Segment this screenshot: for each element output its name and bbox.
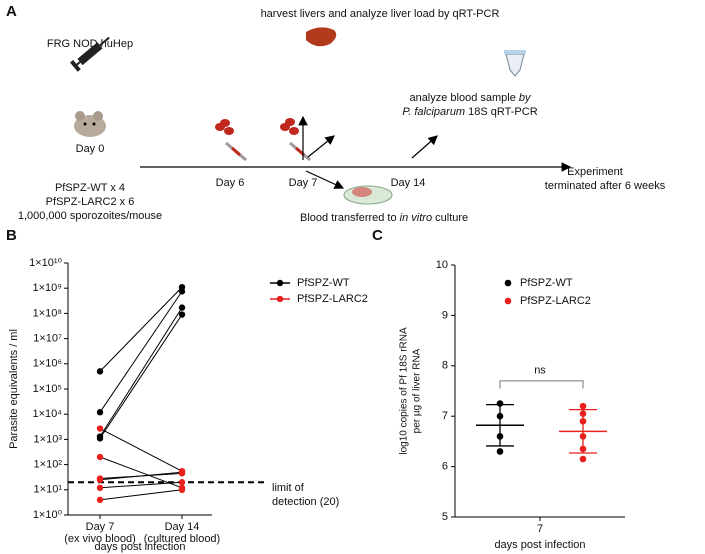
point bbox=[96, 409, 104, 416]
day-label: Day 6 bbox=[216, 177, 245, 189]
group-label: PfSPZ-WT x 4 bbox=[55, 182, 125, 194]
analysis-label: P. falciparum 18S qRT-PCR bbox=[402, 106, 537, 118]
point bbox=[96, 425, 104, 432]
x-axis-label: days post infection bbox=[94, 541, 185, 553]
y-tick-label: 1×10⁰ bbox=[33, 509, 63, 521]
model-label: FRG NOD huHep bbox=[47, 38, 133, 50]
pair-line bbox=[99, 489, 183, 501]
point bbox=[579, 445, 587, 453]
point bbox=[178, 479, 186, 486]
y-tick-label: 1×10⁷ bbox=[33, 333, 62, 345]
x-tick-label: Day 14 bbox=[165, 521, 200, 533]
pair-line bbox=[99, 428, 183, 472]
pair-line bbox=[99, 307, 183, 437]
legend-marker bbox=[504, 297, 512, 305]
day-label: Day 7 bbox=[289, 177, 318, 189]
y-tick-label: 1×10² bbox=[34, 459, 63, 471]
point bbox=[178, 288, 186, 295]
point bbox=[96, 484, 104, 492]
point bbox=[496, 400, 504, 407]
legend-marker bbox=[504, 279, 512, 287]
legend-label: PfSPZ-LARC2 bbox=[520, 295, 591, 307]
x-tick-label: Day 7 bbox=[86, 521, 115, 533]
y-tick-label: 1×10⁵ bbox=[33, 383, 62, 395]
y-tick-label: 8 bbox=[442, 360, 448, 372]
day-label: Day 0 bbox=[76, 143, 105, 155]
point bbox=[178, 486, 186, 493]
point bbox=[96, 476, 104, 483]
y-tick-label: 6 bbox=[442, 461, 448, 473]
arrow bbox=[411, 135, 438, 159]
point bbox=[579, 433, 587, 440]
y-tick-label: 1×10⁴ bbox=[32, 408, 62, 420]
blood-icon bbox=[215, 118, 311, 162]
point bbox=[579, 402, 587, 410]
y-tick-label: 1×10⁶ bbox=[33, 358, 62, 370]
bracket bbox=[499, 380, 584, 389]
y-axis-label: Parasite equivalents / ml bbox=[8, 329, 20, 449]
arrow bbox=[305, 170, 345, 189]
point bbox=[178, 311, 186, 318]
point bbox=[579, 455, 587, 463]
point bbox=[96, 496, 104, 504]
y-axis-label: per µg of liver RNA bbox=[412, 348, 423, 433]
x-tick-label: 7 bbox=[537, 523, 543, 535]
y-tick-label: 10 bbox=[436, 259, 448, 271]
analysis-label: analyze blood sample by bbox=[409, 92, 532, 104]
dish-icon bbox=[343, 185, 393, 205]
y-axis-label: log10 copies of Pf 18S rRNA bbox=[399, 327, 410, 455]
group-label: PfSPZ-LARC2 x 6 bbox=[46, 196, 135, 208]
y-tick-label: 1×10¹ bbox=[34, 484, 63, 496]
legend-marker bbox=[276, 279, 284, 287]
point bbox=[496, 412, 504, 420]
pair-line bbox=[99, 471, 183, 481]
limit-label: detection (20) bbox=[272, 496, 339, 508]
panel-label: C bbox=[372, 227, 383, 244]
group-label: 1,000,000 sporozoites/mouse bbox=[18, 210, 162, 222]
limit-label: limit of bbox=[272, 482, 305, 494]
y-tick-label: 1×10⁹ bbox=[33, 282, 63, 294]
y-tick-label: 7 bbox=[442, 410, 448, 422]
tube-icon bbox=[504, 50, 526, 77]
legend-label: PfSPZ-WT bbox=[520, 277, 573, 289]
x-tick-sublabel: (ex vivo blood) bbox=[64, 533, 136, 545]
legend-marker bbox=[276, 295, 284, 303]
caption: harvest livers and analyze liver load by… bbox=[261, 8, 500, 20]
panel-label: A bbox=[6, 3, 17, 20]
panel-label: B bbox=[6, 227, 17, 244]
legend-label: PfSPZ-WT bbox=[297, 277, 350, 289]
point bbox=[579, 417, 587, 425]
point bbox=[96, 368, 104, 375]
point bbox=[579, 410, 587, 417]
point bbox=[96, 435, 104, 442]
y-tick-label: 9 bbox=[442, 309, 448, 321]
pair-line bbox=[99, 286, 183, 372]
point bbox=[496, 433, 504, 440]
day-label: Day 14 bbox=[391, 177, 426, 189]
point bbox=[178, 304, 186, 311]
point bbox=[496, 448, 504, 455]
pair-line bbox=[99, 291, 183, 413]
annotation: ns bbox=[534, 365, 546, 377]
y-tick-label: 1×10³ bbox=[34, 433, 63, 445]
legend-label: PfSPZ-LARC2 bbox=[297, 293, 368, 305]
point bbox=[178, 468, 186, 476]
charts: B 1×10⁰ 1×10¹ 1×10² 1×10³ 1×10⁴ 1×10⁵ 1×10⁶ 1×10… bbox=[6, 227, 625, 553]
pair-line bbox=[99, 314, 183, 439]
arrow bbox=[307, 135, 335, 158]
x-tick-sublabel: (cultured blood) bbox=[144, 533, 220, 545]
liver-icon bbox=[306, 27, 337, 47]
end-label: Experiment bbox=[567, 166, 623, 178]
x-axis-label: days post infection bbox=[494, 539, 585, 551]
mouse-icon bbox=[74, 111, 106, 137]
point bbox=[96, 453, 104, 461]
end-label: terminated after 6 weeks bbox=[545, 180, 666, 192]
y-tick-label: 1×10¹⁰ bbox=[29, 257, 62, 269]
y-tick-label: 5 bbox=[442, 511, 448, 523]
pair-line bbox=[99, 481, 183, 489]
y-tick-label: 1×10⁸ bbox=[33, 307, 62, 319]
syringe-icon bbox=[70, 36, 110, 72]
culture-label: Blood transferred to in vitro culture bbox=[300, 212, 468, 224]
